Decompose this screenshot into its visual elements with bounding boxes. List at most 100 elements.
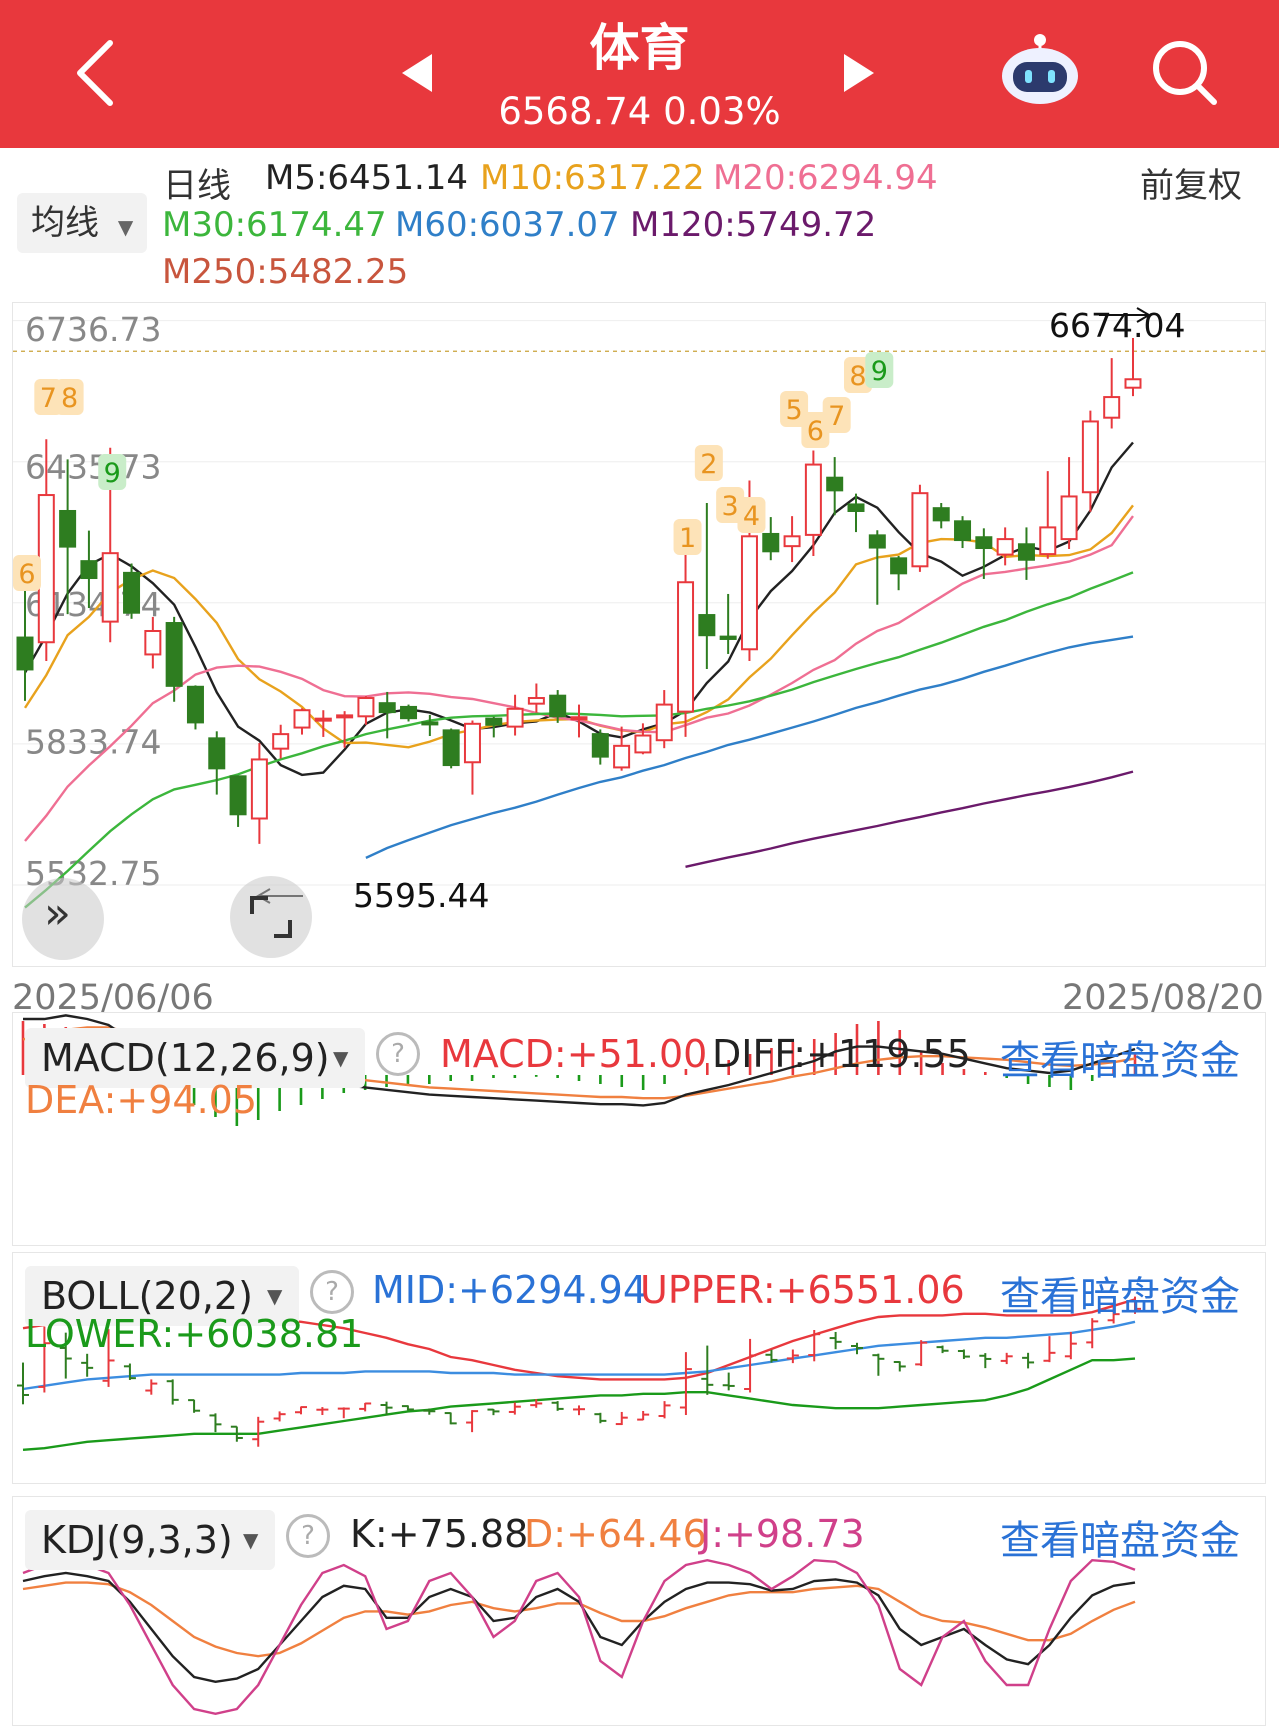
candle <box>357 696 375 725</box>
candle <box>272 724 290 759</box>
candle-body <box>250 758 268 820</box>
candle <box>229 775 247 827</box>
y-axis-label: 5833.74 <box>25 723 161 762</box>
y-axis-label: 6435.73 <box>25 448 161 487</box>
candle <box>485 716 503 738</box>
candle <box>698 503 716 669</box>
candle <box>314 710 332 737</box>
boll-mid-value: MID:+6294.94 <box>372 1268 648 1312</box>
ohlc-bar <box>765 1349 778 1363</box>
fullscreen-button[interactable] <box>230 876 312 958</box>
ma-type-dropdown[interactable]: 均线 ▼ <box>17 193 147 253</box>
candle-body <box>826 476 844 492</box>
ohlc-bar <box>957 1349 970 1359</box>
help-icon[interactable]: ? <box>286 1514 330 1558</box>
candle <box>59 459 77 615</box>
dea-value: DEA:+94.05 <box>25 1078 258 1122</box>
candle <box>1039 471 1057 559</box>
td-sequence-badge: 3 <box>716 487 745 523</box>
candle <box>336 711 354 748</box>
candle <box>613 726 631 771</box>
robot-assistant-icon[interactable] <box>995 30 1085 110</box>
candle <box>442 728 460 769</box>
td-sequence-badge: 9 <box>865 352 894 388</box>
candle <box>208 731 226 795</box>
td-badge-number: 7 <box>828 401 845 432</box>
candle <box>421 714 439 736</box>
ohlc-bar <box>337 1407 350 1419</box>
help-icon[interactable]: ? <box>310 1270 354 1314</box>
boll-upper-value: UPPER:+6551.06 <box>640 1268 965 1312</box>
ohlc-bar <box>658 1401 671 1419</box>
ohlc-bar <box>594 1412 607 1424</box>
candle-body <box>868 534 886 549</box>
ohlc-bar <box>615 1411 628 1426</box>
ohlc-bar <box>722 1372 735 1391</box>
candle-body <box>80 560 98 580</box>
candle-body <box>655 703 673 742</box>
ohlc-bar <box>915 1340 928 1367</box>
help-icon[interactable]: ? <box>376 1032 420 1076</box>
td-badge-bg <box>55 379 84 415</box>
boll-lower-value: LOWER:+6038.81 <box>25 1312 364 1356</box>
ohlc-bar <box>295 1406 307 1415</box>
next-arrow-icon[interactable] <box>842 52 878 94</box>
ma-line-m120 <box>685 770 1134 868</box>
ma30-value: M30:6174.47 <box>162 205 387 245</box>
candle-body <box>954 520 972 542</box>
kline-chart-panel[interactable]: 6736.73 6435.73 6134.74 5833.74 5532.75 6674.… <box>12 302 1266 967</box>
td-badge-number: 8 <box>849 361 866 392</box>
td-badge-number: 4 <box>743 501 760 532</box>
ohlc-bar <box>123 1363 136 1380</box>
ohlc-bar <box>401 1405 414 1411</box>
candle-body <box>549 694 567 718</box>
candle <box>1103 358 1121 429</box>
view-dark-pool-funds-link[interactable]: 查看暗盘资金 <box>1000 1518 1240 1564</box>
expand-panel-button[interactable]: » <box>22 878 104 960</box>
view-dark-pool-funds-link[interactable]: 查看暗盘资金 <box>1000 1038 1240 1084</box>
search-icon[interactable] <box>1150 38 1220 108</box>
kdj-chart <box>22 1558 1136 1716</box>
ohlc-bar <box>1022 1352 1035 1369</box>
ma-line-m60 <box>365 635 1134 859</box>
candle <box>1081 410 1099 512</box>
td-badge-bg <box>780 391 809 427</box>
td-badge-number: 6 <box>18 559 35 590</box>
candle-body <box>1039 526 1057 556</box>
td-badge-bg <box>98 454 127 490</box>
candle <box>826 457 844 516</box>
candle-body <box>762 532 780 553</box>
td-sequence-badge: 6 <box>801 412 830 448</box>
ohlc-bar <box>808 1330 821 1362</box>
candle-body <box>378 702 396 714</box>
view-dark-pool-funds-link[interactable]: 查看暗盘资金 <box>1000 1274 1240 1320</box>
candle-body <box>634 734 652 754</box>
candle-body <box>1017 543 1035 561</box>
kdj-dropdown[interactable]: KDJ(9,3,3) ▼ <box>25 1510 275 1570</box>
candle-body <box>186 685 204 724</box>
candle <box>80 530 98 609</box>
candle-body <box>506 707 524 728</box>
back-icon[interactable] <box>70 38 120 108</box>
candle-body <box>144 629 162 656</box>
candle-body <box>463 722 481 764</box>
ohlc-bar <box>423 1408 436 1415</box>
td-badge-bg <box>844 357 872 393</box>
kline-chart[interactable]: 6736.736435.736134.745833.745532.756674.… <box>13 303 1265 966</box>
td-sequence-badge: 4 <box>737 497 766 533</box>
candle <box>400 704 418 722</box>
macd-dropdown[interactable]: MACD(12,26,9) ▼ <box>25 1028 365 1088</box>
candle-body <box>314 717 332 722</box>
ohlc-bar <box>359 1402 372 1412</box>
ohlc-bar <box>1107 1302 1120 1324</box>
td-badge-number: 8 <box>61 383 78 414</box>
previous-arrow-icon[interactable] <box>398 52 434 94</box>
candle-body <box>400 705 418 720</box>
boll-dropdown[interactable]: BOLL(20,2) ▼ <box>25 1266 299 1326</box>
adjust-mode-button[interactable]: 前复权 <box>1140 166 1242 206</box>
ohlc-bar <box>530 1399 543 1408</box>
ohlc-bar <box>81 1353 94 1377</box>
header-bar: 体育 6568.74 0.03% <box>0 0 1279 148</box>
ma20-value: M20:6294.94 <box>713 158 938 198</box>
ma250-value: M250:5482.25 <box>162 252 409 292</box>
